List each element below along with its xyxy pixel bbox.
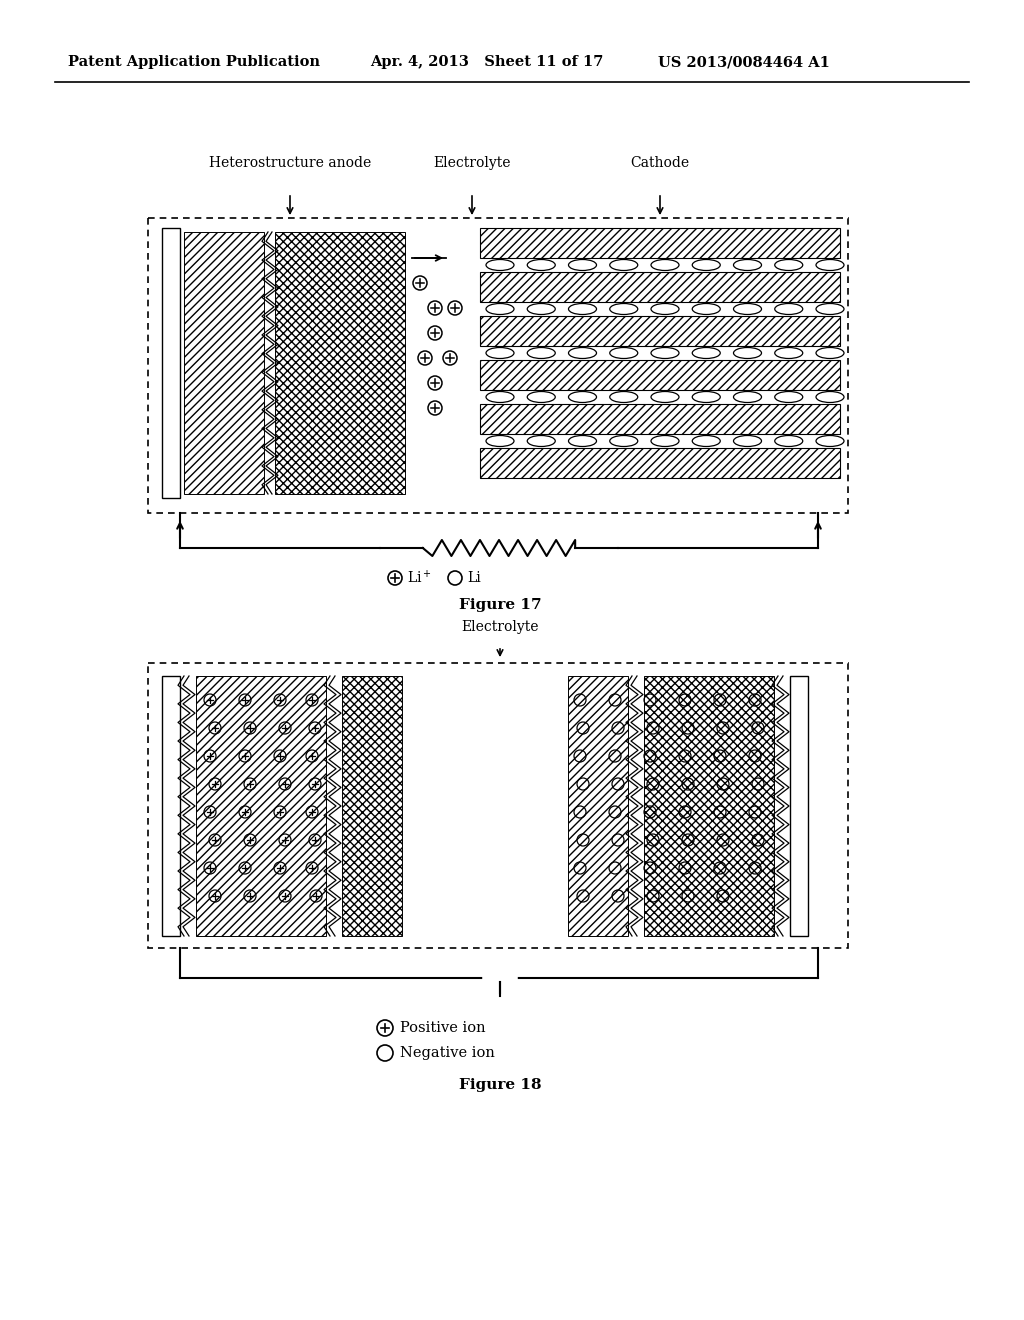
Text: US 2013/0084464 A1: US 2013/0084464 A1 <box>658 55 829 69</box>
Bar <box>480 315 840 346</box>
Bar <box>162 676 180 936</box>
Bar <box>644 676 774 936</box>
Text: Apr. 4, 2013   Sheet 11 of 17: Apr. 4, 2013 Sheet 11 of 17 <box>370 55 603 69</box>
Text: Figure 18: Figure 18 <box>459 1078 542 1092</box>
Bar <box>148 218 848 513</box>
Text: Positive ion: Positive ion <box>400 1020 485 1035</box>
Bar <box>148 663 848 948</box>
Bar <box>790 676 808 936</box>
Text: Electrolyte: Electrolyte <box>433 156 511 170</box>
Bar <box>480 228 840 257</box>
Text: Cathode: Cathode <box>631 156 689 170</box>
Bar <box>184 232 264 494</box>
Text: Li$^+$: Li$^+$ <box>407 569 432 586</box>
Text: Figure 17: Figure 17 <box>459 598 542 612</box>
Bar <box>342 676 402 936</box>
Bar <box>568 676 628 936</box>
Text: Heterostructure anode: Heterostructure anode <box>209 156 371 170</box>
Bar <box>162 228 180 498</box>
Bar <box>480 360 840 389</box>
Bar <box>480 272 840 302</box>
Bar <box>196 676 326 936</box>
Bar <box>480 404 840 434</box>
Text: Negative ion: Negative ion <box>400 1045 495 1060</box>
Text: Li: Li <box>467 572 480 585</box>
Bar <box>275 232 406 494</box>
Text: Patent Application Publication: Patent Application Publication <box>68 55 319 69</box>
Text: Electrolyte: Electrolyte <box>461 620 539 634</box>
Bar <box>480 447 840 478</box>
